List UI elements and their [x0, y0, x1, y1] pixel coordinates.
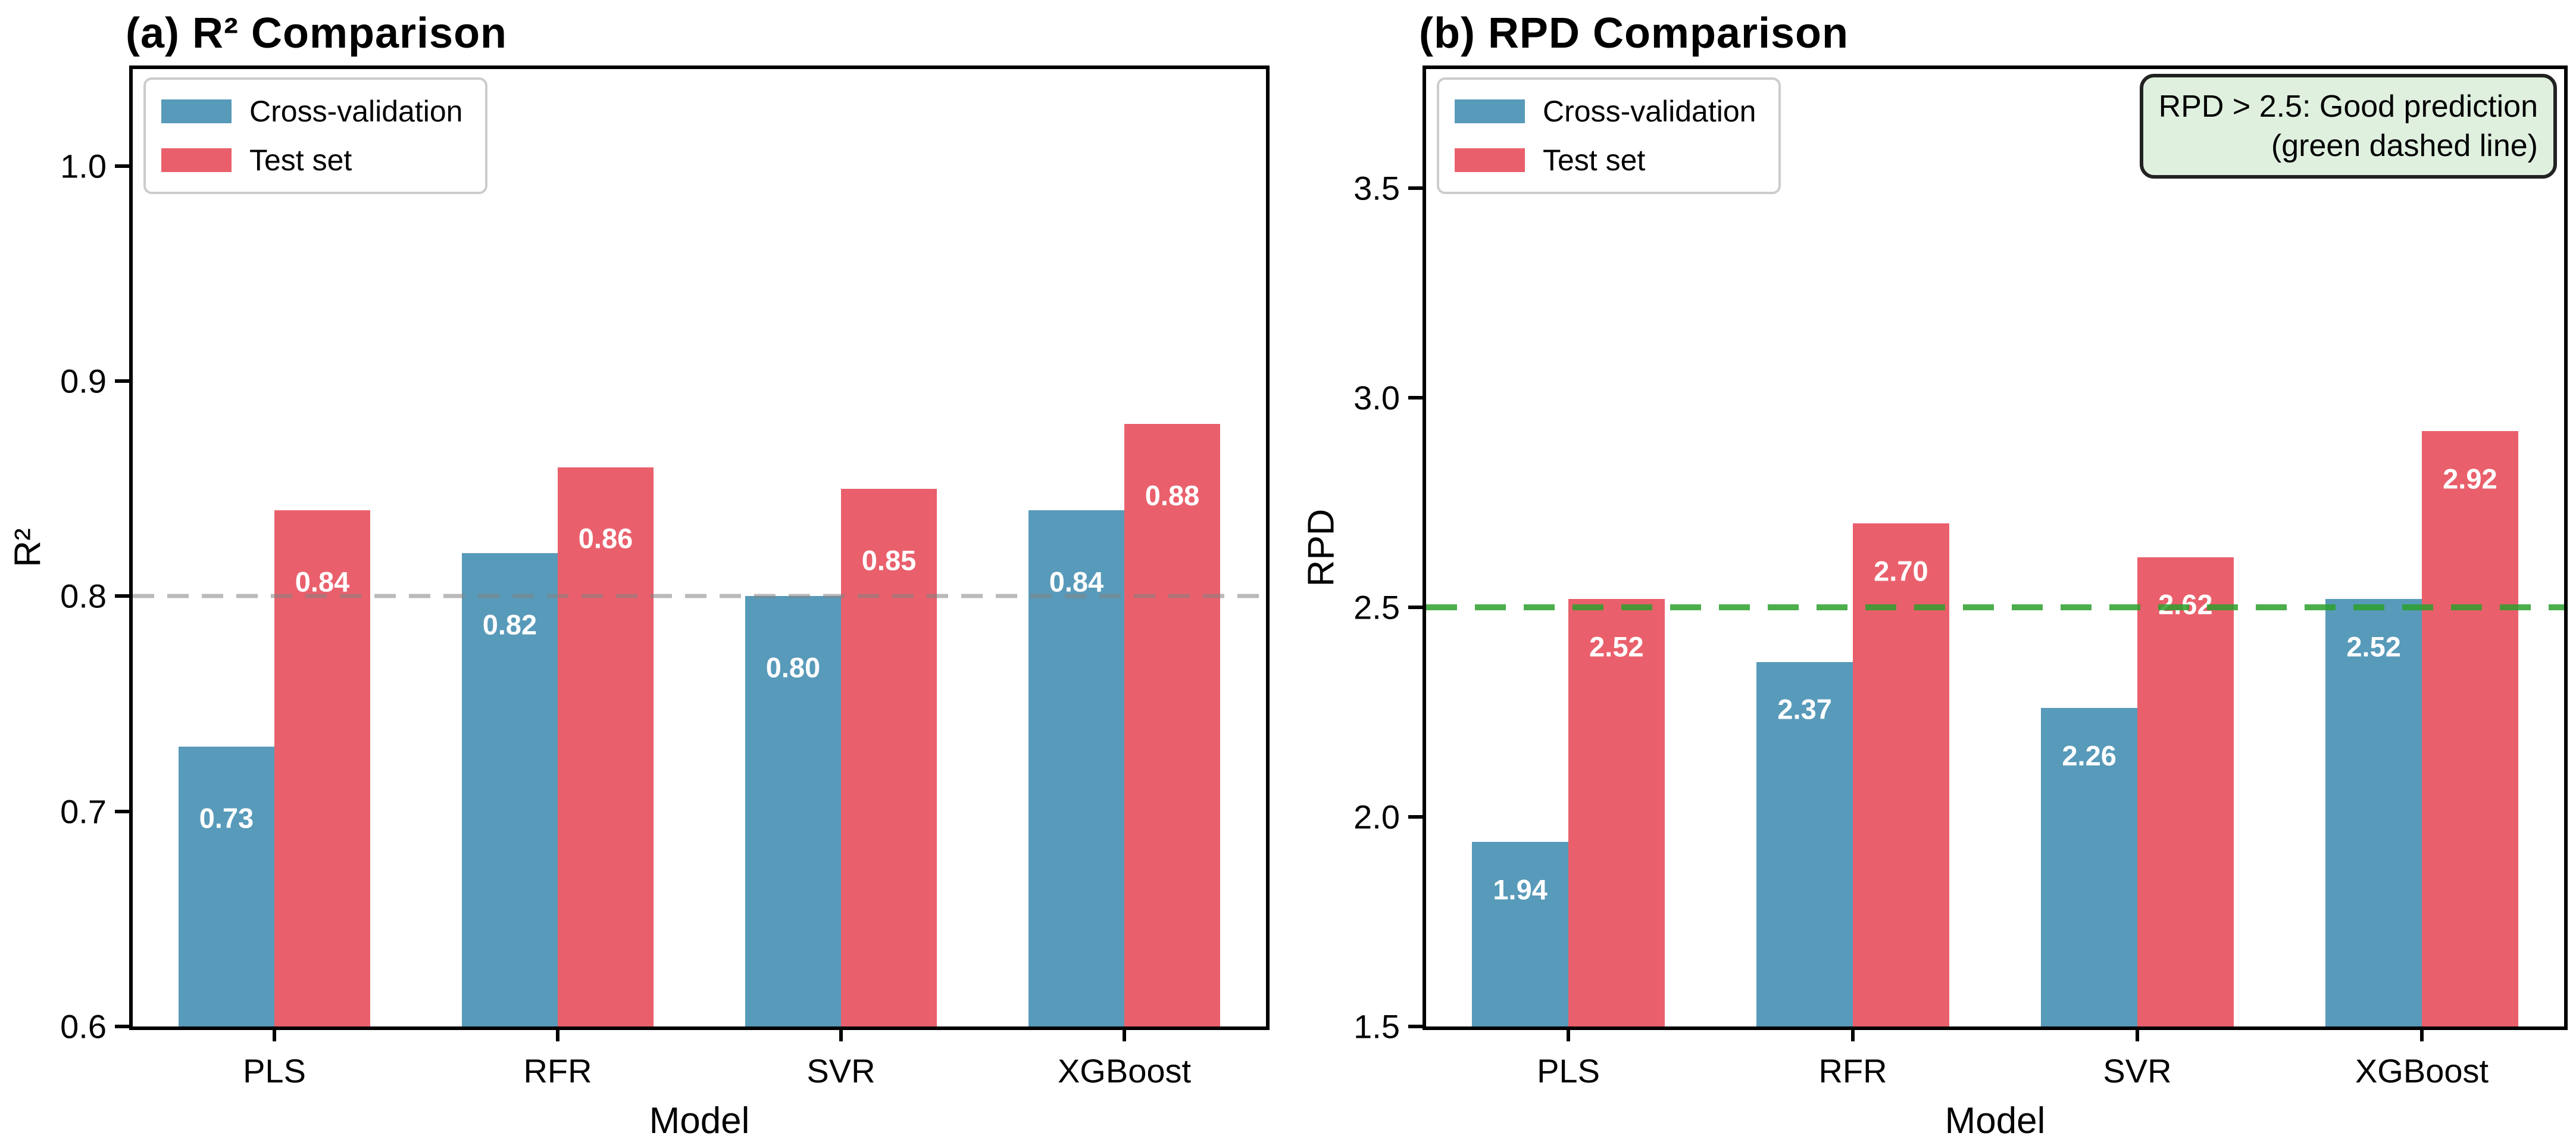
legend-item-cross-validation: Cross-validation: [161, 94, 462, 129]
chart-b-plot-area: Cross-validation Test set RPD > 2.5: Goo…: [1353, 65, 2568, 1090]
bar-test-svr: [2137, 557, 2234, 1026]
y-tick-label: 0.6: [60, 1007, 107, 1046]
bar-value-label: 0.84: [295, 566, 350, 598]
y-tick-label: 1.5: [1353, 1007, 1400, 1046]
x-tick-label-svr: SVR: [2103, 1052, 2172, 1090]
bar-value-label: 0.86: [578, 522, 633, 554]
legend-swatch-test-set-icon: [1455, 148, 1525, 172]
rpd-threshold-annotation: RPD > 2.5: Good prediction (green dashed…: [2139, 74, 2557, 179]
y-tick: [1408, 605, 1423, 609]
bar-cv-svr: [2041, 707, 2137, 1026]
legend-item-test-set: Test set: [161, 143, 462, 177]
bar-test-xgboost: [2422, 431, 2518, 1026]
legend-swatch-cross-validation-icon: [161, 99, 232, 123]
x-tick-label-pls: PLS: [1537, 1052, 1600, 1090]
x-tick: [1123, 1026, 1126, 1041]
bar-test-pls: [1568, 598, 1665, 1026]
rpd-threshold-annotation-line2: (green dashed line): [2271, 129, 2538, 163]
x-tick-label-svr: SVR: [806, 1052, 876, 1090]
bar-value-label: 0.82: [482, 608, 537, 641]
legend-swatch-cross-validation-icon: [1455, 99, 1525, 123]
x-tick: [839, 1026, 843, 1041]
bar-value-label: 0.88: [1145, 479, 1200, 511]
chart-a-x-axis-label: Model: [649, 1100, 750, 1139]
chart-b: (b) RPD Comparison RPD Cross-validation …: [1301, 10, 2568, 1139]
reference-line: [1426, 604, 2564, 610]
y-tick-label: 0.9: [60, 362, 107, 400]
y-tick: [1408, 1025, 1423, 1028]
legend-swatch-test-set-icon: [161, 148, 232, 172]
y-tick: [1408, 395, 1423, 400]
y-tick-label: 1.0: [60, 147, 107, 185]
legend-item-cross-validation: Cross-validation: [1455, 94, 1756, 129]
x-tick: [1851, 1026, 1855, 1041]
bar-value-label: 2.52: [1589, 631, 1644, 663]
bar-value-label: 0.85: [861, 544, 917, 576]
x-tick-label-xgboost: XGBoost: [2355, 1052, 2489, 1090]
bar-value-label: 0.73: [199, 802, 254, 834]
y-tick: [1408, 815, 1423, 819]
bar-value-label: 0.84: [1049, 566, 1104, 598]
chart-b-title: (b) RPD Comparison: [1419, 10, 1849, 57]
legend-label-cross-validation: Cross-validation: [249, 95, 463, 128]
bar-test-rfr: [1853, 523, 1949, 1026]
x-tick: [273, 1026, 276, 1041]
reference-line: [133, 594, 1266, 598]
bar-value-label: 2.26: [2062, 739, 2117, 772]
bar-cv-rfr: [461, 553, 558, 1026]
bar-test-svr: [841, 488, 937, 1026]
y-tick: [115, 1025, 130, 1028]
x-tick: [556, 1026, 559, 1041]
y-tick-label: 0.7: [60, 792, 107, 831]
chart-a: (a) R² Comparison R² Cross-validation Te…: [8, 10, 1270, 1139]
x-tick-label-rfr: RFR: [523, 1052, 592, 1090]
y-tick: [115, 164, 130, 168]
y-tick-label: 3.5: [1353, 169, 1400, 207]
y-tick: [1408, 186, 1423, 190]
bar-value-label: 2.37: [1777, 693, 1832, 725]
legend-item-test-set: Test set: [1455, 143, 1756, 177]
chart-b-x-axis-label: Model: [1944, 1100, 2046, 1139]
bar-test-rfr: [558, 467, 654, 1026]
legend-label-cross-validation: Cross-validation: [1543, 95, 1756, 128]
bar-cv-pls: [178, 747, 274, 1026]
bar-cv-rfr: [1756, 661, 1853, 1026]
bar-value-label: 2.70: [1874, 555, 1928, 587]
y-tick: [115, 594, 130, 598]
x-tick-label-pls: PLS: [243, 1052, 306, 1090]
legend-label-test-set: Test set: [1543, 143, 1646, 177]
bar-cv-svr: [745, 596, 841, 1026]
x-tick: [2136, 1026, 2139, 1041]
legend: Cross-validation Test set: [1437, 77, 1781, 194]
y-tick-label: 0.8: [60, 577, 107, 615]
bar-cv-xgboost: [2325, 598, 2422, 1026]
x-tick-label-xgboost: XGBoost: [1057, 1052, 1192, 1090]
chart-a-plot-area: Cross-validation Test set 0.6 0.7 0.8 0.9 1.…: [60, 65, 1270, 1090]
chart-a-y-axis-label: R²: [7, 528, 49, 567]
x-tick-label-rfr: RFR: [1818, 1052, 1887, 1090]
y-tick: [115, 809, 130, 813]
bar-value-label: 0.80: [765, 651, 821, 684]
chart-b-y-axis-label: RPD: [1300, 508, 1342, 587]
bar-value-label: 2.92: [2443, 463, 2497, 495]
rpd-threshold-annotation-line1: RPD > 2.5: Good prediction: [2158, 89, 2538, 124]
legend-label-test-set: Test set: [249, 143, 352, 177]
y-tick: [115, 379, 130, 383]
bar-value-label: 2.52: [2346, 631, 2401, 663]
bar-cv-pls: [1472, 842, 1568, 1026]
y-tick-label: 3.0: [1353, 379, 1400, 417]
x-tick: [1567, 1026, 1570, 1041]
y-tick-label: 2.5: [1353, 588, 1400, 626]
legend: Cross-validation Test set: [143, 77, 488, 194]
chart-a-title: (a) R² Comparison: [126, 10, 508, 57]
y-tick-label: 2.0: [1353, 798, 1400, 836]
bar-value-label: 1.94: [1493, 873, 1548, 906]
bar-test-xgboost: [1124, 424, 1221, 1026]
x-tick: [2420, 1026, 2424, 1041]
